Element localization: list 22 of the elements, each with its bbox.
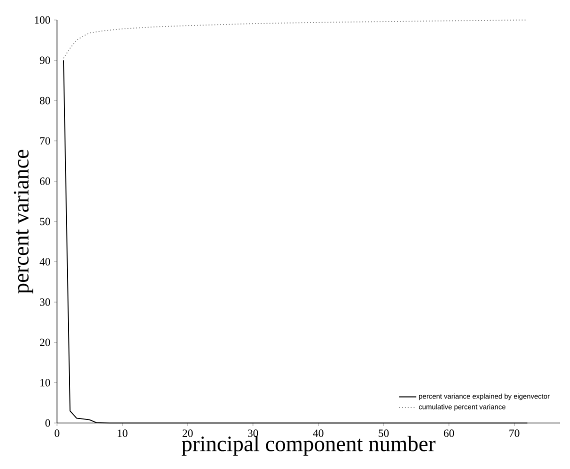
x-tick-label: 30: [248, 430, 258, 437]
x-tick-label: 70: [509, 430, 520, 437]
x-tick-label: 10: [118, 430, 128, 437]
y-tick-label: 90: [40, 56, 50, 64]
x-tick-label: 50: [378, 430, 389, 437]
y-tick-label: 60: [40, 177, 50, 185]
x-tick-label: 60: [444, 430, 454, 437]
y-tick-label: 30: [40, 298, 50, 306]
x-tick-label: 0: [54, 430, 60, 437]
y-axis-title: percent variance: [14, 150, 34, 294]
y-tick-label: 40: [40, 258, 50, 266]
y-tick-label: 80: [40, 96, 50, 104]
line-series: [63, 20, 528, 59]
y-tick-label: 100: [34, 16, 50, 24]
x-tick-label: 40: [313, 430, 324, 437]
y-tick-label: 0: [45, 419, 50, 427]
y-tick-label: 20: [40, 338, 50, 346]
x-tick-label: 20: [182, 430, 193, 437]
y-tick-label: 70: [40, 137, 50, 145]
y-tick-label: 50: [40, 218, 50, 226]
y-tick-label: 10: [40, 378, 50, 386]
x-axis-title: principal component number: [182, 436, 436, 456]
